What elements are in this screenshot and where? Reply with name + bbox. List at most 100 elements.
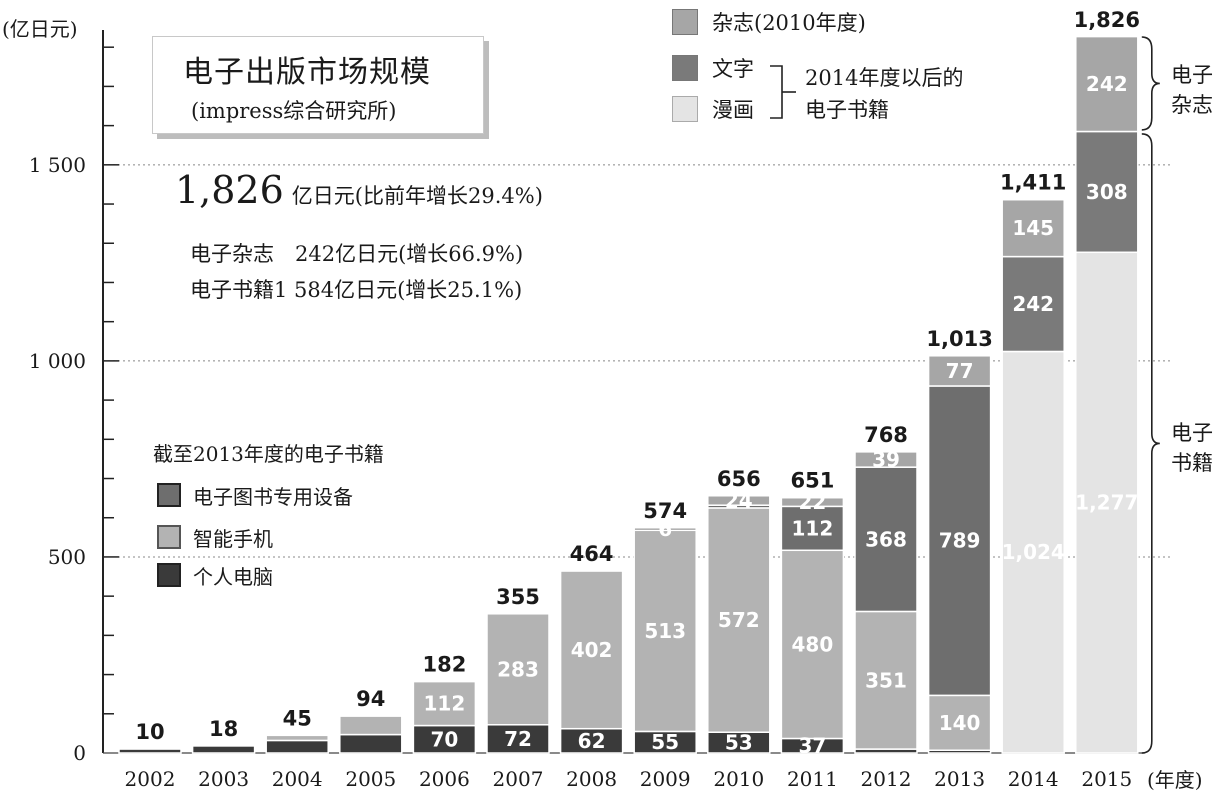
x-tick-label-2015: 2015 — [1081, 767, 1132, 791]
brace-magazine — [1141, 36, 1160, 131]
total-label-2004: 45 — [283, 706, 312, 730]
total-label-2005: 94 — [356, 687, 385, 711]
chart-title: 电子出版市场规模 — [183, 55, 431, 90]
bar-2013-2 — [927, 385, 992, 697]
legend-item-device: 电子图书专用设备 — [157, 482, 353, 509]
bar-label-2012-2: 368 — [865, 527, 907, 551]
side-label-ebook: 电子书籍 — [1171, 421, 1213, 475]
bar-label-2012-5: 39 — [872, 448, 900, 472]
x-tick-label-2011: 2011 — [787, 767, 838, 791]
y-tick-label-0: 0 — [73, 741, 86, 765]
axis-layer: 0 500 1 000 1 500 2002 2003 2004 2005 2006 2007 20… — [29, 30, 1145, 791]
summary-total-value: 1,826 — [175, 168, 284, 212]
y-tick-label-1500: 1 500 — [29, 153, 86, 177]
x-tick-label-2013: 2013 — [934, 767, 985, 791]
summary-magazine-line: 电子杂志 242亿日元(增长66.9%) — [190, 242, 524, 266]
bar-label-2006-1: 112 — [424, 692, 466, 716]
legend-brace-line1: 2014年度以后的 — [805, 66, 964, 90]
bar-label-2011-0: 37 — [798, 734, 826, 758]
total-label-2015: 1,826 — [1074, 8, 1140, 32]
legend-item-manga: 漫画 — [672, 94, 754, 124]
bar-label-2011-1: 480 — [792, 632, 834, 656]
bar-label-2015-3: 1,277 — [1075, 491, 1138, 515]
total-label-2012: 768 — [864, 423, 908, 447]
y-tick-label-1000: 1 000 — [29, 349, 86, 373]
legend-item-text: 文字 — [672, 53, 754, 83]
summary-total-text: 亿日元(比前年增长29.4%) — [291, 184, 543, 208]
total-label-2002: 10 — [135, 720, 164, 744]
x-tick-label-2007: 2007 — [493, 767, 544, 791]
legend-item-smartphone: 智能手机 — [157, 524, 273, 551]
bar-label-2010-0: 53 — [725, 731, 753, 755]
x-axis-unit-label: (年度) — [1147, 768, 1203, 792]
chart-subtitle: (impress综合研究所) — [191, 99, 397, 123]
bar-2005-0 — [339, 733, 403, 754]
bar-2002-0 — [118, 748, 182, 754]
bar-2004-1 — [265, 734, 329, 742]
summary-total: 1,826 亿日元(比前年增长29.4%) — [175, 168, 543, 212]
bars-layer — [118, 35, 1139, 754]
bar-label-2011-2: 112 — [792, 516, 834, 540]
legend-label-device: 电子图书专用设备 — [193, 484, 353, 509]
bar-label-2008-1: 402 — [571, 638, 613, 662]
bar-2008-1 — [559, 570, 624, 730]
bar-2011-1 — [780, 549, 845, 740]
total-label-2011: 651 — [790, 469, 834, 493]
legend-bracket — [770, 65, 783, 119]
bar-label-2013-2: 789 — [939, 529, 981, 553]
bar-label-2015-5: 242 — [1086, 72, 1128, 96]
x-tick-label-2003: 2003 — [198, 767, 249, 791]
bar-2013-5 — [927, 355, 992, 387]
legend-item-magazine: 杂志(2010年度) — [672, 7, 866, 37]
bar-2011-5 — [780, 496, 845, 508]
side-label-magazine: 电子杂志 — [1171, 63, 1213, 117]
bar-2009-2 — [633, 527, 697, 532]
summary-ebook-line: 电子书籍1 584亿日元(增长25.1%) — [190, 278, 523, 302]
bar-label-2007-1: 283 — [497, 657, 539, 681]
legend-swatch-pc — [157, 563, 181, 587]
bar-2004-0 — [265, 739, 329, 754]
bar-label-2014-3: 1,024 — [1002, 540, 1065, 564]
legend-label-manga: 漫画 — [712, 98, 754, 122]
bar-label-2013-5: 77 — [946, 359, 974, 383]
bar-label-2012-1: 351 — [865, 668, 907, 692]
bar-label-2011-5: 22 — [798, 490, 826, 514]
brace-ebook — [1141, 133, 1160, 754]
bar-2007-1 — [486, 613, 550, 726]
bar-2015-4 — [1075, 130, 1139, 254]
bar-2015-3 — [1075, 251, 1139, 754]
x-tick-label-2006: 2006 — [419, 767, 470, 791]
legend-label-magazine: 杂志(2010年度) — [712, 11, 866, 35]
bar-2010-1 — [707, 507, 771, 733]
x-tick-label-2004: 2004 — [272, 767, 323, 791]
bar-label-2013-1: 140 — [939, 711, 981, 735]
legend-brace-line2: 电子书籍 — [805, 98, 889, 122]
labels-layer: 10 18 459470112182722833556240246455513657… — [135, 8, 1140, 758]
bar-label-2010-1: 572 — [718, 608, 760, 632]
bar-2003-0 — [191, 745, 256, 754]
bar-label-2009-1: 513 — [644, 619, 686, 643]
legend-swatch-text — [672, 55, 698, 81]
x-tick-label-2014: 2014 — [1008, 767, 1059, 791]
bar-label-2007-0: 72 — [504, 727, 532, 751]
bar-2015-5 — [1075, 35, 1139, 133]
chart-title-box: 电子出版市场规模 (impress综合研究所) — [152, 36, 484, 134]
bar-label-2015-4: 308 — [1086, 180, 1128, 204]
bar-2012-5 — [854, 451, 918, 468]
x-tick-label-2010: 2010 — [713, 767, 764, 791]
total-label-2013: 1,013 — [926, 327, 992, 351]
bar-2012-1 — [854, 610, 918, 750]
x-tick-label-2005: 2005 — [345, 767, 396, 791]
legend-swatch-magazine — [672, 9, 698, 35]
legend-item-pc: 个人电脑 — [157, 562, 273, 589]
bar-2012-2 — [854, 466, 918, 613]
legend-swatch-device — [157, 483, 181, 507]
legend-label-pc: 个人电脑 — [193, 564, 273, 589]
bar-label-2014-4: 242 — [1012, 292, 1054, 316]
x-tick-label-2009: 2009 — [640, 767, 691, 791]
total-label-2014: 1,411 — [1000, 171, 1066, 195]
total-label-2008: 464 — [570, 542, 614, 566]
brace-layer — [770, 36, 1160, 754]
bar-label-2009-2: 6 — [658, 517, 672, 541]
